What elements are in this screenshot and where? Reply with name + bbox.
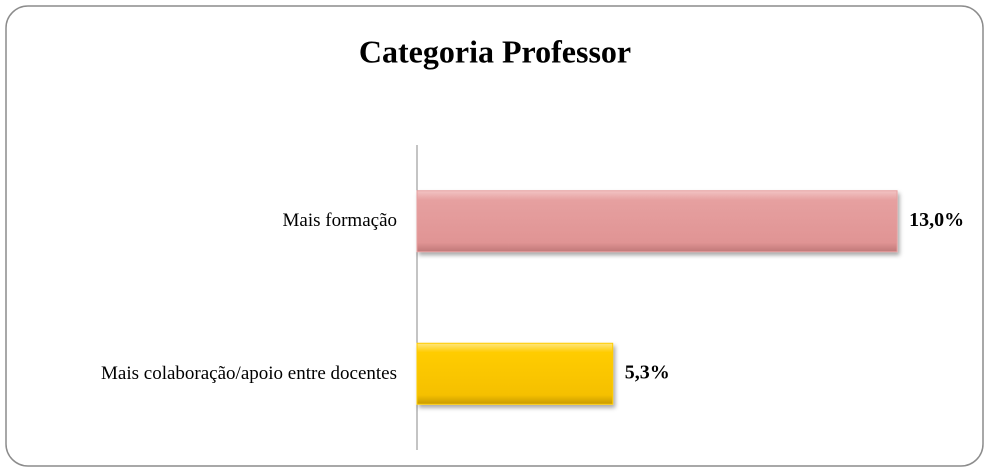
category-label: Mais formação [282, 210, 397, 232]
chart-title: Categoria Professor [359, 33, 631, 69]
value-label: 5,3% [625, 361, 670, 383]
category-label: Mais colaboração/apoio entre docentes [101, 362, 397, 384]
bar [416, 190, 898, 253]
value-label: 13,0% [909, 209, 964, 231]
bar [416, 342, 614, 405]
